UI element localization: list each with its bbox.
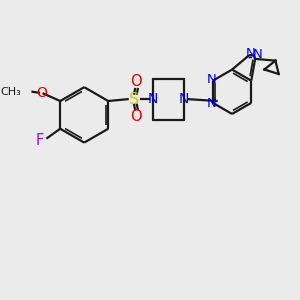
Text: O: O bbox=[130, 74, 142, 89]
Text: N: N bbox=[246, 47, 256, 60]
Text: N: N bbox=[207, 73, 217, 86]
Text: F: F bbox=[36, 133, 44, 148]
Text: S: S bbox=[129, 92, 139, 107]
Text: CH₃: CH₃ bbox=[1, 87, 21, 97]
Text: N: N bbox=[207, 97, 217, 110]
Text: N: N bbox=[147, 92, 158, 106]
Text: O: O bbox=[130, 109, 142, 124]
Text: N: N bbox=[179, 92, 189, 106]
Text: N: N bbox=[253, 48, 263, 61]
Text: O: O bbox=[36, 86, 47, 100]
